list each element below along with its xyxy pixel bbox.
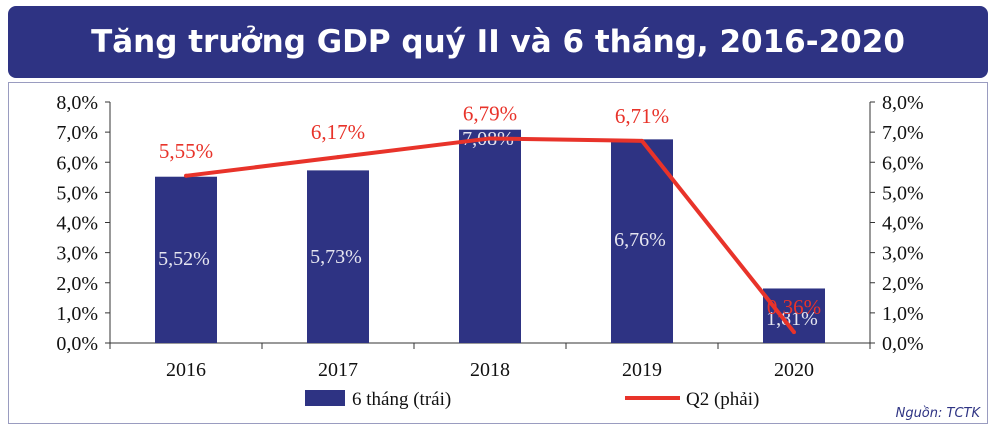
left-tick-label: 8,0% [56,92,98,114]
chart-title: Tăng trưởng GDP quý II và 6 tháng, 2016-… [91,24,905,60]
q2-point [488,136,492,141]
bar-data-label: 6,76% [614,229,666,251]
left-tick-label: 3,0% [56,243,98,265]
left-tick-label: 5,0% [56,182,98,204]
legend-bar-label: 6 tháng (trái) [352,389,451,410]
title-banner: Tăng trưởng GDP quý II và 6 tháng, 2016-… [8,6,988,78]
right-tick-label: 3,0% [882,243,924,265]
bar [611,139,673,343]
x-tick-label: 2016 [166,359,206,381]
right-tick-label: 6,0% [882,152,924,174]
left-tick-label: 4,0% [56,213,98,235]
x-tick-label: 2019 [622,359,662,381]
q2-point [184,173,188,178]
left-tick-label: 1,0% [56,303,98,325]
chart-frame [8,82,988,424]
source-note: Nguồn: TCTK [895,406,980,421]
right-tick-label: 5,0% [882,182,924,204]
bar [459,129,521,343]
right-tick-label: 1,0% [882,303,924,325]
right-tick-label: 4,0% [882,213,924,235]
x-tick-label: 2018 [470,359,510,381]
right-tick-label: 2,0% [882,273,924,295]
x-tick-label: 2020 [774,359,814,381]
bar [155,176,217,343]
left-tick-label: 2,0% [56,273,98,295]
legend-bar-swatch [305,390,345,406]
q2-point [640,138,644,143]
legend-line-label: Q2 (phải) [686,389,759,410]
line-data-label: 6,17% [311,120,365,144]
left-tick-label: 7,0% [56,122,98,144]
line-data-label: 6,71% [615,104,669,128]
q2-point [792,330,796,335]
line-data-label: 6,79% [463,101,517,125]
x-tick-label: 2017 [318,359,358,381]
bar [307,170,369,343]
right-tick-label: 7,0% [882,122,924,144]
left-tick-label: 0,0% [56,333,98,355]
bar-data-label: 5,52% [158,248,210,270]
line-data-label: 0,36% [767,295,821,319]
q2-point [336,155,340,160]
left-tick-label: 6,0% [56,152,98,174]
bar-data-label: 5,73% [310,246,362,268]
right-tick-label: 8,0% [882,92,924,114]
line-data-label: 5,55% [159,139,213,163]
right-tick-label: 0,0% [882,333,924,355]
